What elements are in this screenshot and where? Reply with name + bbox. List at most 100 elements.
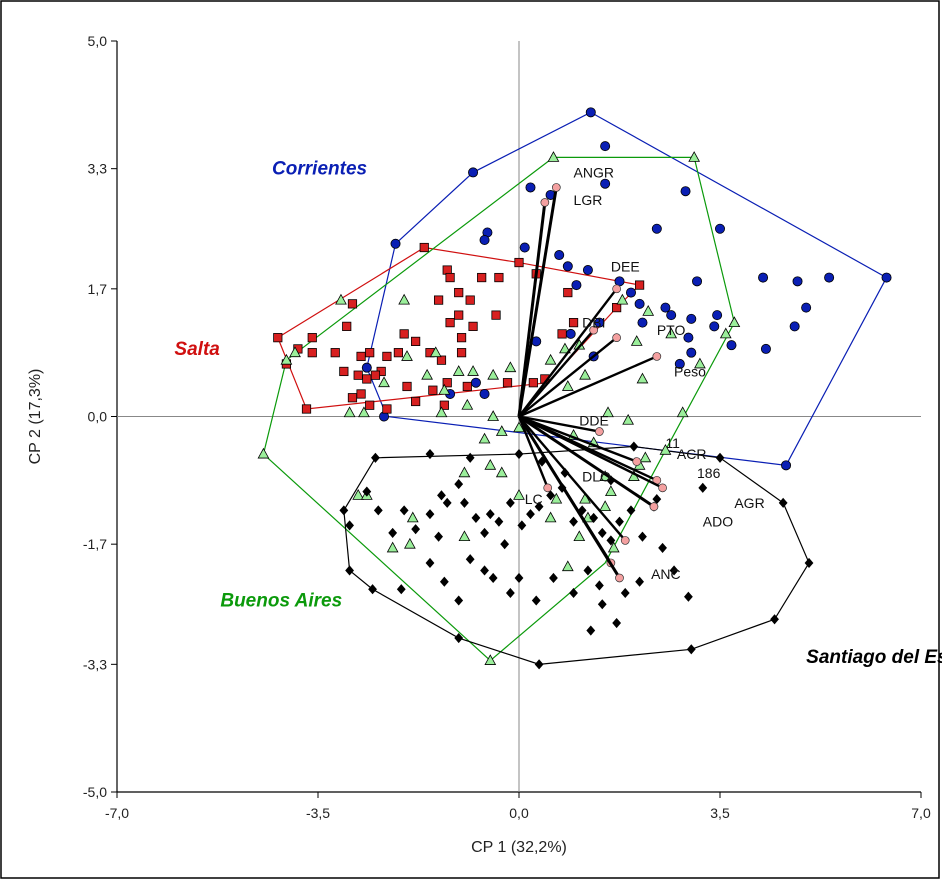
santiago-del-estero-point [804, 557, 814, 569]
loading-vector [517, 415, 621, 579]
loading-vector [518, 415, 627, 542]
salta-point [301, 404, 312, 414]
santiago-del-estero-point [629, 441, 639, 452]
salta-point [514, 257, 524, 268]
x-tick-label: -7,0 [105, 805, 129, 821]
corrientes-label: Corrientes [272, 159, 367, 180]
buenos-aires-point [622, 413, 634, 425]
santiago-del-estero-point [549, 572, 558, 584]
buenos-aires-point [438, 383, 451, 395]
vector-label: DEE [611, 258, 640, 274]
buenos-aires-point [343, 406, 356, 418]
loading-vector [517, 416, 549, 489]
corrientes-point [651, 223, 662, 234]
vector-label: Peso [674, 363, 706, 379]
buenos-aires-point [659, 443, 672, 455]
santiago-del-estero-point [778, 497, 788, 508]
santiago-del-estero-point [396, 584, 406, 595]
santiago-del-estero-point [373, 505, 383, 516]
santiago-del-estero-point [480, 527, 489, 538]
buenos-aires-point [607, 541, 620, 553]
buenos-aires-point [719, 327, 732, 339]
vector-label: PTO [657, 322, 686, 338]
santiago-del-estero-point [526, 509, 535, 520]
salta-point [477, 272, 487, 283]
salta-point [362, 374, 372, 384]
x-axis-label: CP 1 (32,2%) [471, 839, 567, 856]
loading-vector-tip [612, 284, 621, 294]
salta-point [557, 329, 567, 339]
santiago-del-estero-point [770, 614, 779, 625]
corrientes-point [634, 298, 645, 309]
salta-point [342, 321, 352, 331]
loading-vector-tip [543, 483, 553, 493]
salta-point [382, 404, 392, 414]
santiago-del-estero-point [595, 580, 604, 591]
buenos-aires-point [550, 492, 563, 504]
corrientes-point [881, 272, 892, 283]
salta-point [411, 336, 421, 347]
buenos-aires-point [478, 432, 491, 444]
santiago-del-estero-point [658, 542, 667, 553]
loading-vector [518, 355, 658, 418]
corrientes-point [789, 321, 800, 332]
santiago-del-estero-point [560, 467, 570, 478]
santiago-del-estero-point [684, 591, 693, 602]
buenos-aires-point [639, 451, 652, 463]
corrientes-point [468, 167, 479, 178]
santiago-del-estero-point [638, 531, 647, 542]
salta-point [353, 370, 363, 380]
santiago-del-estero-point [471, 512, 481, 523]
santiago-del-estero-point [517, 520, 527, 531]
santiago-del-estero-point [569, 587, 578, 599]
buenos-aires-point [665, 327, 678, 339]
corrientes-point [666, 310, 677, 321]
salta-point [428, 385, 438, 395]
salta-point [356, 389, 366, 399]
corrientes-point [686, 347, 697, 358]
santiago-del-estero-point [494, 516, 504, 527]
corrientes-point [686, 313, 697, 324]
buenos-aires-hull [262, 156, 735, 662]
santiago-del-estero-point [606, 535, 616, 546]
vector-label: DBI [582, 315, 605, 331]
corrientes-point [715, 223, 726, 234]
corrientes-point [760, 343, 771, 354]
loading-vector-tip [652, 352, 662, 361]
salta-point [411, 396, 421, 407]
buenos-aires-point [289, 346, 301, 358]
santiago-del-estero-point [715, 452, 725, 463]
buenos-aires-point [458, 466, 471, 478]
buenos-aires-point [352, 489, 365, 500]
loading-vector-tip [632, 457, 642, 466]
santiago-del-estero-hull [343, 445, 810, 665]
corrientes-point [565, 328, 576, 339]
corrientes-point [594, 317, 605, 328]
santiago-del-estero-point [465, 554, 475, 565]
santiago-del-estero-point [362, 486, 372, 497]
salta-point [365, 400, 375, 410]
vector-label: ANC [651, 566, 681, 582]
santiago-del-estero-point [368, 584, 377, 595]
loading-vector-tip [589, 325, 599, 335]
vector-label: ANGR [574, 164, 614, 180]
salta-point [347, 299, 358, 309]
loading-vector-tip [551, 183, 561, 192]
santiago-del-estero-point [345, 520, 354, 531]
salta-point [442, 378, 452, 388]
corrientes-point [571, 280, 582, 291]
salta-point [528, 378, 538, 388]
santiago-del-estero-point [465, 452, 475, 463]
buenos-aires-point [358, 406, 370, 418]
corrientes-point [470, 377, 481, 388]
santiago-del-estero-point [534, 501, 544, 512]
y-tick-label: 1,7 [88, 281, 108, 297]
salta-point [568, 318, 579, 328]
corrientes-point [600, 178, 611, 189]
buenos-aires-point [616, 293, 629, 305]
corrientes-point [801, 302, 812, 313]
vector-label: LGR [574, 192, 603, 208]
buenos-aires-point [495, 425, 508, 436]
santiago-del-estero-point [583, 565, 593, 576]
